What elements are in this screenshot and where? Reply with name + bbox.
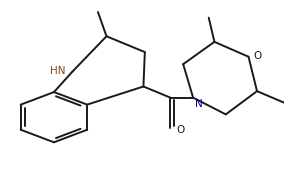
- Text: N: N: [195, 99, 202, 109]
- Text: O: O: [177, 125, 185, 135]
- Text: HN: HN: [50, 66, 65, 76]
- Text: O: O: [254, 51, 262, 61]
